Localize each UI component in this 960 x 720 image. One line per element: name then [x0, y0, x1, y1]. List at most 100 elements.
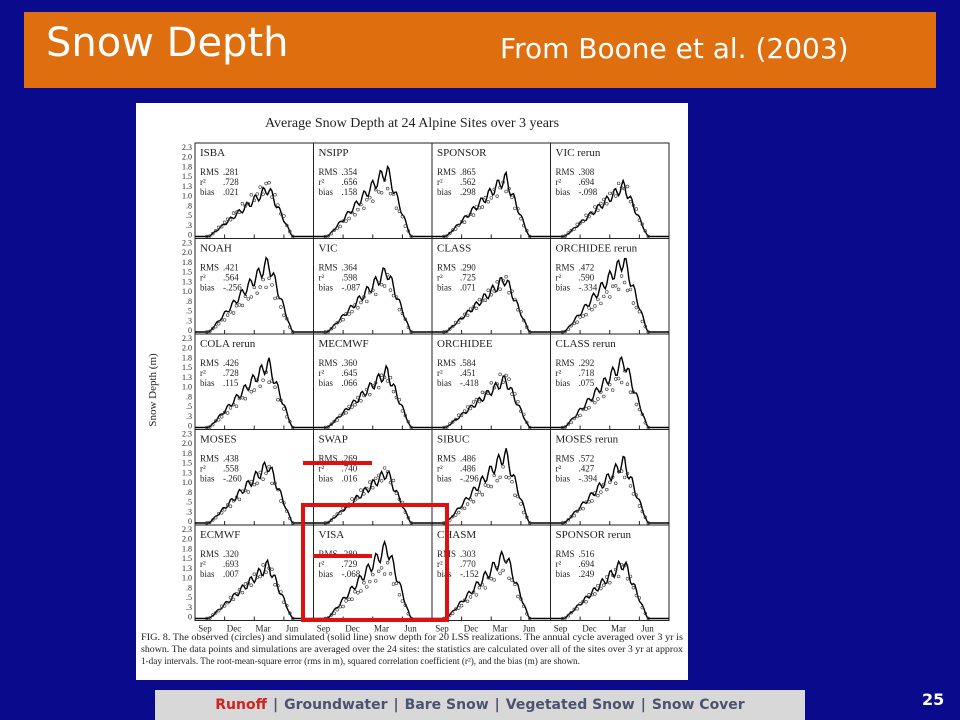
observed-point: [371, 288, 375, 292]
observed-point: [326, 329, 331, 334]
observed-point: [282, 600, 286, 604]
panel-name: COLA rerun: [200, 338, 256, 350]
observed-point: [646, 234, 650, 239]
observed-point: [590, 398, 594, 403]
observed-point: [394, 295, 399, 299]
y-tick-label: 2.3: [182, 334, 192, 343]
observed-point: [596, 208, 600, 213]
observed-point: [489, 484, 493, 489]
stat-label: r²: [437, 464, 443, 474]
observed-point: [216, 225, 221, 230]
stat-label: bias: [437, 474, 452, 484]
observed-point: [465, 599, 470, 603]
observed-point: [282, 407, 286, 411]
observed-point: [596, 583, 600, 588]
x-tick-label: Jun: [286, 624, 299, 634]
nav-item[interactable]: Vegetated Snow: [505, 697, 635, 713]
observed-point: [353, 303, 357, 307]
observed-point: [504, 559, 508, 564]
stat-value: -.087: [342, 283, 361, 293]
stat-label: bias: [437, 187, 452, 197]
observed-point: [276, 295, 280, 300]
observed-point: [593, 491, 597, 495]
observed-point: [637, 596, 642, 600]
observed-point: [471, 400, 476, 404]
figure-caption: shown. The data points and simulations a…: [141, 644, 683, 654]
nav-item[interactable]: Runoff: [215, 697, 267, 713]
stat-value: .115: [223, 378, 239, 388]
stat-value: .249: [579, 569, 595, 579]
y-tick-label: 1.5: [182, 363, 192, 372]
observed-point: [563, 520, 567, 525]
observed-point: [382, 466, 387, 470]
observed-point: [231, 402, 236, 407]
observed-point: [288, 419, 292, 424]
observed-point: [498, 372, 502, 376]
simulated-curve: [432, 448, 551, 524]
observed-point: [243, 294, 248, 299]
observed-point: [489, 381, 493, 385]
observed-point: [513, 297, 517, 302]
observed-point: [228, 595, 233, 600]
nav-item[interactable]: Bare Snow: [404, 697, 489, 713]
observed-point: [646, 616, 650, 621]
observed-point: [510, 480, 514, 484]
simulated-curve: [550, 559, 669, 620]
observed-point: [587, 500, 591, 504]
observed-point: [495, 280, 499, 284]
stat-value: .071: [460, 283, 476, 293]
observed-point: [240, 590, 245, 595]
stat-value: .438: [223, 454, 239, 464]
observed-point: [228, 218, 233, 222]
stat-value: -.256: [223, 283, 242, 293]
observed-point: [465, 502, 470, 506]
observed-point: [637, 407, 642, 412]
observed-point: [504, 189, 508, 194]
observed-point: [483, 586, 487, 590]
nav-item[interactable]: Snow Cover: [651, 697, 745, 713]
footer-nav: Runoff | Groundwater | Bare Snow | Vegetated S…: [155, 690, 805, 720]
observed-point: [622, 186, 627, 191]
stat-label: bias: [437, 378, 452, 388]
observed-point: [347, 216, 351, 221]
observed-point: [279, 499, 283, 503]
observed-point: [394, 206, 399, 210]
observed-point: [457, 223, 461, 228]
observed-point: [249, 479, 254, 484]
y-tick-label: 1.5: [182, 268, 192, 277]
observed-point: [291, 616, 295, 621]
observed-point: [445, 425, 449, 429]
observed-point: [480, 205, 485, 209]
stat-label: r²: [556, 177, 562, 187]
stat-label: RMS: [556, 454, 575, 464]
observed-point: [605, 387, 609, 391]
observed-point: [368, 392, 372, 397]
observed-point: [323, 234, 328, 239]
observed-point: [516, 207, 520, 211]
observed-point: [501, 380, 505, 384]
observed-point: [231, 311, 236, 315]
observed-point: [608, 581, 612, 585]
observed-point: [258, 185, 262, 189]
y-tick-label: .5: [186, 498, 192, 507]
observed-point: [471, 305, 476, 309]
observed-point: [525, 228, 529, 233]
observed-point: [335, 321, 339, 325]
panel-name: VIC: [319, 243, 338, 255]
stat-value: .292: [579, 358, 595, 368]
simulated-curve: [550, 355, 669, 429]
observed-point: [403, 317, 407, 321]
stat-value: .472: [579, 263, 595, 273]
observed-point: [288, 325, 292, 329]
observed-point: [474, 205, 479, 209]
observed-point: [285, 223, 289, 228]
stat-value: .656: [342, 177, 358, 187]
observed-point: [525, 612, 529, 616]
observed-point: [377, 280, 381, 285]
observed-point: [288, 229, 292, 234]
observed-point: [516, 308, 520, 312]
nav-item[interactable]: Groundwater: [284, 697, 388, 713]
observed-point: [379, 479, 384, 483]
panel-name: MOSES: [200, 434, 237, 446]
y-tick-label: 0: [188, 422, 192, 431]
